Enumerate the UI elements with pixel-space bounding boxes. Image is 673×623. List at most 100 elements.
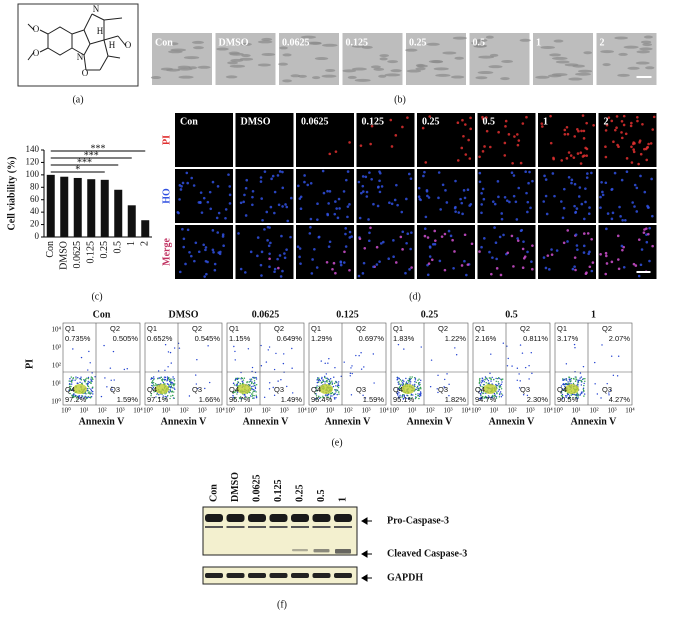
flow-plot: [308, 322, 387, 406]
event: [166, 376, 169, 378]
event: [399, 389, 401, 392]
nucleus: [566, 229, 570, 232]
nucleus: [281, 205, 284, 208]
nucleus: [585, 154, 589, 157]
event: [155, 396, 157, 398]
event: [564, 385, 566, 388]
cell: [261, 37, 273, 41]
nucleus: [360, 191, 363, 195]
cell: [297, 74, 307, 78]
significance-label: ***: [91, 143, 106, 154]
quadrant-percent: 1.66%: [199, 395, 221, 404]
event: [236, 378, 239, 381]
nucleus: [632, 148, 635, 151]
event: [577, 384, 579, 386]
x-tick-label: 10¹: [407, 407, 416, 415]
nucleus: [565, 157, 569, 160]
event: [405, 397, 407, 400]
nucleus: [643, 190, 647, 194]
x-tick-label: 10⁰: [307, 407, 317, 415]
quadrant-name: Q1: [147, 324, 157, 333]
quadrant-percent: 90.5%: [557, 395, 579, 404]
nucleus: [604, 145, 607, 149]
nucleus: [639, 152, 643, 156]
event: [272, 386, 274, 389]
nucleus: [570, 181, 573, 185]
nucleus: [278, 170, 282, 173]
cell: [387, 60, 399, 64]
event: [481, 381, 483, 383]
nucleus: [311, 258, 314, 261]
band: [335, 549, 351, 554]
image-background: [296, 169, 354, 223]
event: [581, 392, 583, 395]
nucleus: [296, 245, 300, 249]
event: [326, 396, 329, 398]
plot-title: 0.125: [336, 309, 359, 320]
cell: [639, 47, 653, 51]
nucleus: [527, 181, 530, 185]
x-axis-label: Annexin V: [243, 416, 289, 427]
event: [169, 388, 171, 391]
event: [251, 366, 254, 369]
nucleus: [586, 232, 590, 235]
cell: [488, 65, 503, 69]
event: [487, 380, 490, 382]
nucleus: [464, 153, 468, 156]
event: [487, 397, 489, 400]
nucleus: [565, 125, 569, 129]
event: [113, 379, 115, 381]
event: [420, 388, 422, 390]
event: [335, 389, 337, 391]
event: [333, 382, 336, 385]
nucleus: [327, 202, 330, 205]
band: [312, 573, 331, 578]
event: [81, 382, 83, 385]
cell: [623, 45, 639, 49]
event: [69, 392, 71, 395]
event: [579, 372, 582, 374]
nucleus: [283, 252, 286, 255]
event: [455, 354, 458, 356]
event: [336, 385, 339, 388]
event: [500, 393, 503, 395]
event: [253, 394, 255, 397]
event: [399, 394, 401, 396]
nucleus: [553, 194, 556, 198]
event: [396, 393, 399, 395]
nucleus: [519, 161, 523, 165]
event: [446, 373, 448, 375]
band: [334, 514, 352, 522]
event: [325, 373, 328, 375]
quadrant-name: Q4: [147, 385, 157, 394]
fluorescence-image: [356, 169, 415, 223]
nucleus: [573, 135, 577, 138]
event: [157, 370, 160, 372]
event: [245, 396, 248, 398]
event: [574, 380, 577, 382]
event: [158, 396, 161, 399]
nucleus: [256, 254, 259, 258]
nucleus: [443, 232, 447, 236]
event: [568, 395, 571, 397]
nucleus: [268, 252, 271, 256]
nucleus: [299, 195, 303, 199]
event: [69, 380, 71, 382]
nucleus: [189, 254, 193, 258]
nucleus: [631, 201, 634, 204]
event: [69, 387, 72, 390]
nucleus: [575, 207, 579, 210]
event: [88, 392, 91, 395]
event: [415, 388, 417, 391]
nucleus: [642, 231, 646, 234]
nucleus: [334, 150, 338, 153]
event: [507, 357, 509, 360]
event: [68, 385, 71, 388]
x-tick-label: 1: [126, 241, 137, 246]
event: [569, 397, 572, 399]
event: [87, 376, 90, 379]
nucleus: [517, 186, 521, 190]
nucleus: [615, 115, 619, 118]
atom-label: H: [109, 40, 116, 50]
x-tick-label: 10⁰: [143, 407, 153, 415]
